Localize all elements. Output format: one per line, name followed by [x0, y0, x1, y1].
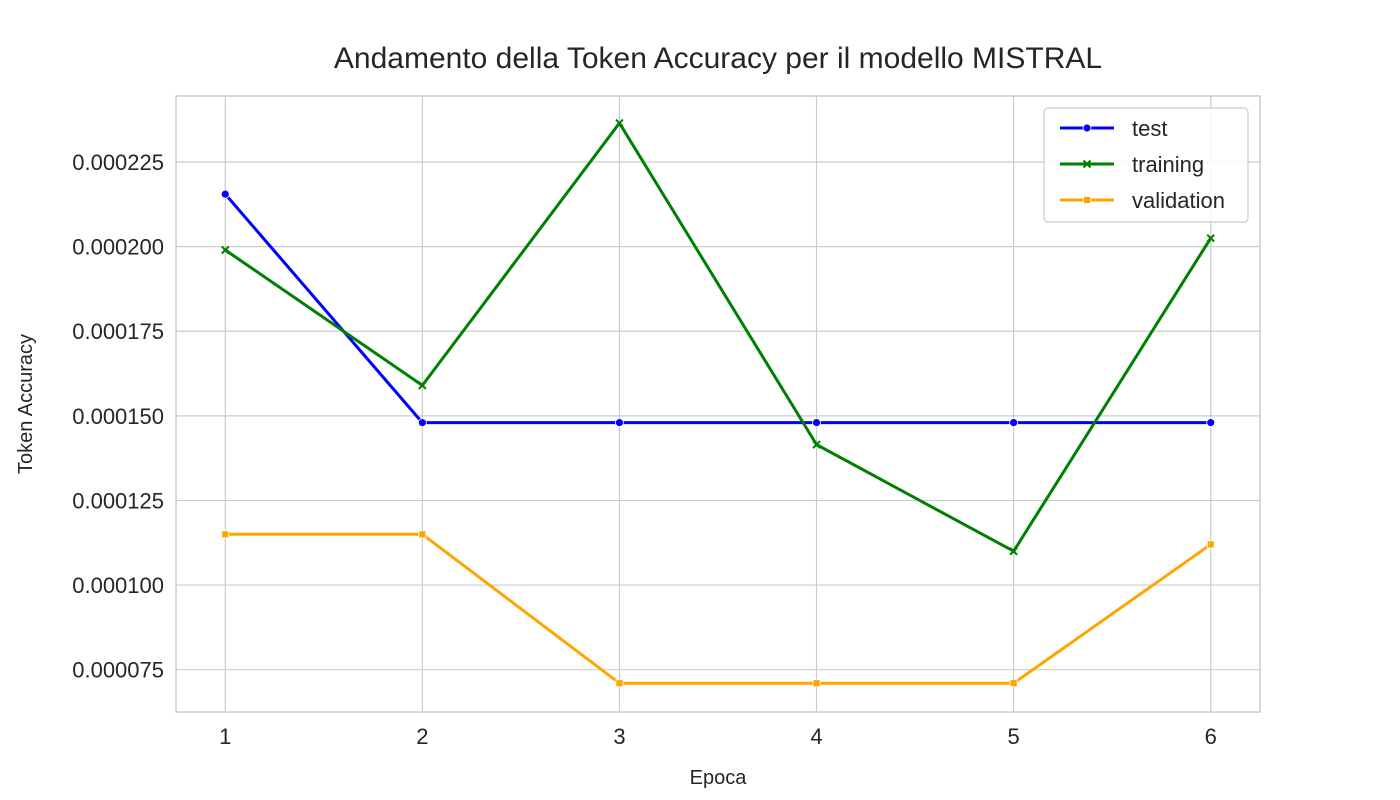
- y-tick-label: 0.000225: [72, 150, 164, 175]
- x-tick-label: 4: [810, 724, 822, 749]
- data-point-training: [418, 381, 427, 390]
- legend-marker-training: [1082, 159, 1092, 169]
- legend-marker-validation: [1083, 196, 1091, 204]
- data-point-validation: [812, 679, 821, 688]
- x-axis-label: Epoca: [690, 767, 748, 789]
- data-point-validation: [1009, 679, 1018, 688]
- y-tick-label: 0.000100: [72, 573, 164, 598]
- x-tick-label: 2: [416, 724, 428, 749]
- data-point-test: [417, 418, 427, 428]
- y-tick-label: 0.000150: [72, 404, 164, 429]
- data-point-validation: [221, 530, 230, 539]
- data-point-training: [1206, 233, 1215, 243]
- series-line-test: [224, 193, 1211, 425]
- marker-stroke: [812, 440, 821, 449]
- x-tick-label: 5: [1008, 724, 1020, 749]
- data-point-training: [1009, 547, 1018, 556]
- marker-stroke: [221, 245, 230, 255]
- legend-marker-test: [1082, 123, 1092, 133]
- series-line-training: [224, 121, 1212, 553]
- x-tick-label: 1: [219, 724, 231, 749]
- data-point-validation: [1206, 540, 1215, 549]
- legend: test training validation: [1043, 107, 1249, 223]
- y-axis-label: Token Accuracy: [15, 334, 37, 474]
- y-axis-ticks: 0.000075 0.000100 0.000125 0.000150 0.000175…: [72, 150, 164, 683]
- x-tick-label: 3: [613, 724, 625, 749]
- plot-area-border: [175, 95, 1261, 713]
- marker-stroke: [1082, 159, 1092, 169]
- series-lines: [220, 118, 1216, 688]
- data-point-training: [812, 440, 821, 449]
- chart-title: Andamento della Token Accuracy per il mo…: [334, 42, 1102, 75]
- data-point-training: [221, 245, 230, 255]
- x-tick-label: 6: [1205, 724, 1217, 749]
- marker-stroke: [1009, 547, 1018, 556]
- marker-stroke: [615, 118, 624, 128]
- data-point-test: [615, 418, 624, 428]
- data-point-training: [615, 118, 624, 128]
- x-axis-ticks: 1 2 3 4 5 6: [219, 724, 1217, 749]
- y-tick-label: 0.000175: [72, 319, 164, 344]
- series-line-validation: [225, 532, 1212, 685]
- data-point-validation: [418, 530, 427, 539]
- data-point-validation: [615, 679, 624, 688]
- grid-lines: [176, 96, 1260, 712]
- data-point-test: [220, 189, 230, 199]
- marker-stroke: [418, 381, 427, 390]
- marker-stroke: [1206, 233, 1215, 243]
- y-tick-label: 0.000075: [72, 658, 164, 683]
- legend-box: [1043, 107, 1249, 223]
- data-point-test: [812, 418, 821, 428]
- legend-label-validation: validation: [1132, 188, 1225, 213]
- data-point-test: [1206, 418, 1216, 428]
- y-tick-label: 0.000200: [72, 235, 164, 260]
- data-point-test: [1009, 418, 1019, 428]
- y-tick-label: 0.000125: [72, 488, 164, 513]
- legend-label-test: test: [1132, 116, 1167, 141]
- legend-label-training: training: [1132, 152, 1204, 177]
